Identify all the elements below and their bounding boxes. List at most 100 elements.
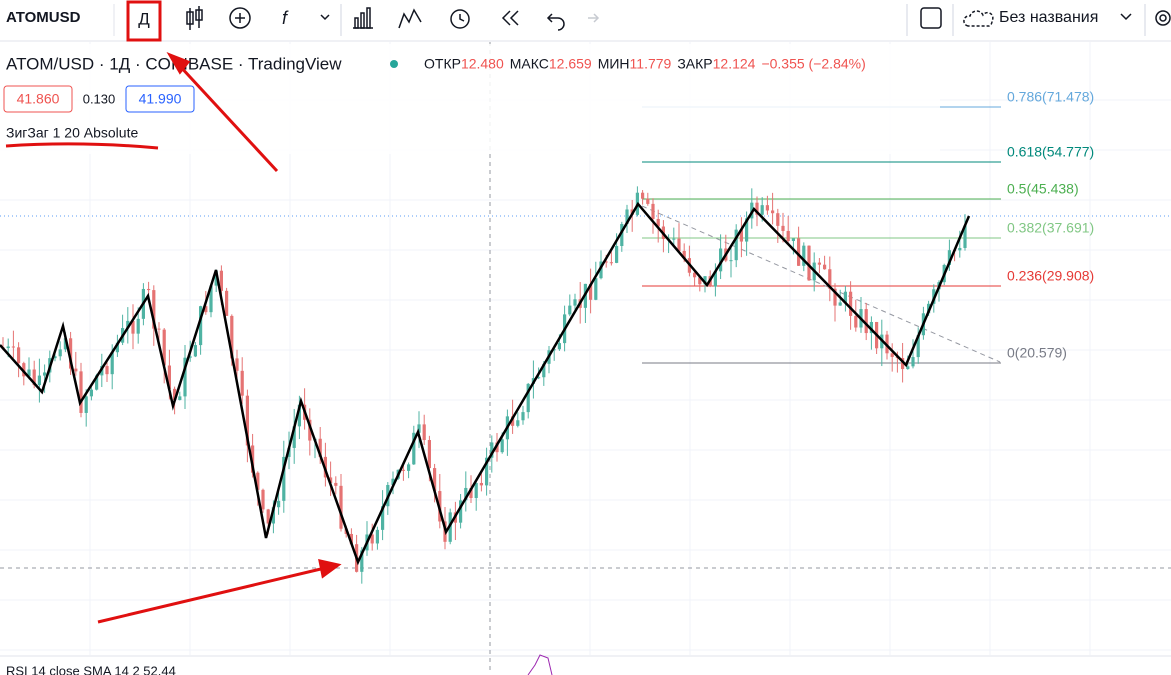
- arrowhead: [318, 559, 342, 579]
- candle-body: [963, 225, 967, 248]
- zigzag-line: [0, 201, 971, 566]
- candle-body: [916, 335, 920, 358]
- candle-body: [797, 238, 801, 266]
- candle-body: [677, 238, 681, 251]
- candle-body: [204, 306, 208, 313]
- undo-icon[interactable]: [548, 17, 565, 31]
- candle-body: [771, 210, 775, 214]
- candle-body: [620, 224, 624, 247]
- candle-body: [958, 247, 962, 251]
- sell-box[interactable]: [3, 85, 73, 113]
- candle-body: [115, 342, 119, 353]
- candle-body: [781, 225, 785, 231]
- sell-price[interactable]: 41.860: [17, 91, 60, 107]
- candle-body: [552, 349, 556, 351]
- candle-body: [791, 238, 795, 241]
- rsi-label: RSI 14 close SMA 14 2 52.44: [6, 663, 176, 675]
- candle-body: [209, 285, 213, 313]
- fib-level-label: 0.382(37.691): [1007, 220, 1094, 236]
- buy-price[interactable]: 41.990: [139, 91, 182, 107]
- candle-body: [27, 369, 31, 377]
- ohlc-value: 12.480: [461, 56, 504, 72]
- candle-body: [526, 383, 530, 413]
- candle-body: [334, 482, 338, 486]
- candle-body: [734, 229, 738, 261]
- arrow: [176, 62, 279, 173]
- candle-body: [542, 363, 546, 378]
- replay-icon[interactable]: [501, 10, 511, 26]
- market-status: [390, 60, 398, 68]
- candle-body: [729, 260, 733, 262]
- candle-body: [745, 218, 749, 242]
- candle-body: [682, 250, 686, 259]
- settings-icon[interactable]: [1155, 10, 1171, 26]
- candle-body: [594, 278, 598, 300]
- symbol[interactable]: ATOMUSD: [6, 9, 81, 26]
- candle-body: [63, 338, 67, 350]
- candle-body: [375, 529, 379, 544]
- candle-body: [599, 261, 603, 279]
- candle-body: [292, 426, 296, 448]
- candle-body: [469, 487, 473, 498]
- arrow: [97, 566, 326, 624]
- candle-icon[interactable]: [186, 6, 203, 30]
- candle-body: [349, 533, 353, 545]
- candle-body: [849, 291, 853, 316]
- candle-body: [105, 366, 109, 375]
- candle-body: [854, 315, 858, 328]
- candle-body: [261, 489, 265, 510]
- candle-body: [693, 272, 697, 278]
- spread: 0.130: [83, 91, 116, 106]
- ohlc-value: 11.779: [630, 56, 672, 72]
- candle-body: [11, 346, 15, 348]
- candle-body: [422, 424, 426, 441]
- fib-level-label: 0(20.579): [1007, 345, 1067, 361]
- candle-body: [755, 202, 759, 215]
- candle-body: [474, 482, 478, 498]
- candle-body: [521, 412, 525, 421]
- rsi-line: [527, 654, 553, 675]
- interval[interactable]: Д: [138, 9, 150, 28]
- buy-box[interactable]: [125, 85, 195, 113]
- add-icon[interactable]: [229, 7, 251, 29]
- candle-body: [417, 424, 421, 433]
- change: −0.355 (−2.84%): [761, 56, 865, 72]
- candle-body: [412, 432, 416, 465]
- bars-icon[interactable]: [353, 7, 373, 29]
- candle-body: [656, 218, 660, 227]
- candle-body: [407, 464, 411, 471]
- candle-body: [391, 478, 395, 485]
- candle-body: [245, 395, 249, 446]
- fib-level-label: 0.236(29.908): [1007, 268, 1094, 284]
- candle-body: [22, 363, 26, 377]
- candle-body: [646, 198, 650, 204]
- layout-name[interactable]: Без названия: [999, 9, 1098, 26]
- underline: [5, 142, 159, 150]
- dropdown-icon[interactable]: [320, 14, 330, 21]
- alert-chart-icon[interactable]: [398, 8, 422, 29]
- candle-body: [282, 456, 286, 501]
- candle-body: [360, 550, 364, 572]
- fullscreen-icon[interactable]: [920, 7, 942, 29]
- candle-body: [651, 203, 655, 219]
- alarm-icon[interactable]: [450, 9, 470, 29]
- candle-body: [162, 329, 166, 366]
- candle-body: [719, 248, 723, 272]
- candle-body: [43, 372, 47, 376]
- candle-body: [183, 357, 187, 397]
- candle-body: [6, 346, 10, 349]
- candle-body: [157, 328, 161, 330]
- candle-body: [786, 230, 790, 241]
- candle-body: [490, 442, 494, 458]
- candle-body: [604, 261, 608, 263]
- candle-body: [271, 507, 275, 524]
- annotations: [5, 0, 342, 624]
- candle-body: [69, 338, 73, 369]
- candle-body: [807, 245, 811, 281]
- dropdown-icon[interactable]: [1120, 13, 1132, 21]
- candle-body: [427, 440, 431, 469]
- trend-line: [641, 205, 1001, 363]
- fx-icon[interactable]: f: [282, 8, 289, 28]
